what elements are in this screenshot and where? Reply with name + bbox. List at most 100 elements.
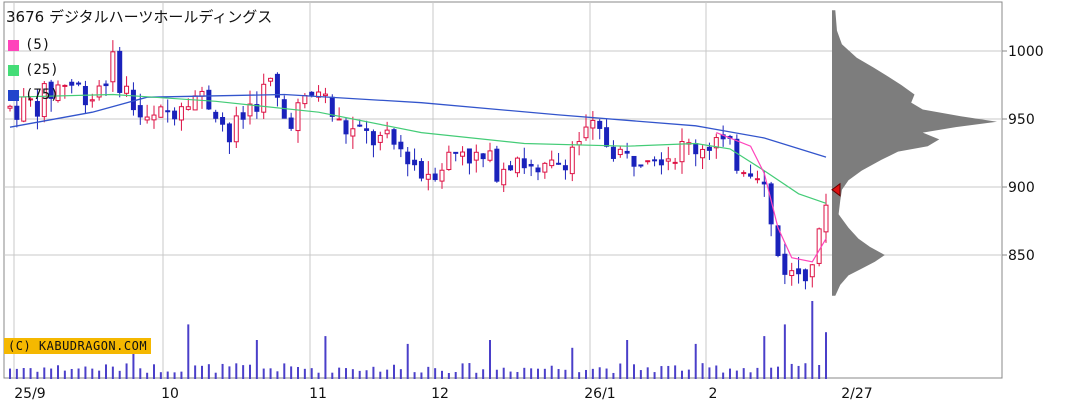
volume-bar (454, 372, 457, 379)
candle-body (754, 178, 760, 181)
x-tick-label: 25/9 (14, 386, 45, 402)
volume-bar (235, 363, 238, 379)
volume-bar (523, 367, 526, 379)
volume-bar (763, 336, 766, 379)
volume-bar (475, 372, 478, 379)
volume-bar (57, 365, 59, 379)
volume-bar (84, 366, 87, 379)
candle-body (487, 150, 493, 161)
volume-bar (447, 372, 450, 379)
x-tick-label: 2/27 (841, 386, 872, 402)
candle-body (610, 146, 616, 159)
candle-body (700, 148, 706, 159)
candle-body (508, 165, 514, 171)
volume-bar (187, 324, 190, 379)
candle-body (432, 173, 438, 181)
candle-body (76, 82, 82, 85)
volume-bar (626, 340, 629, 379)
candle-body (748, 173, 754, 177)
volume-bar (139, 368, 142, 379)
candle-body (652, 159, 658, 162)
volume-bar (358, 370, 361, 379)
candle-body (247, 103, 253, 117)
candle-body (494, 148, 500, 182)
volume-bar (36, 371, 39, 379)
volume-bar (735, 370, 738, 379)
volume-bar (790, 363, 793, 379)
volume-bar (489, 340, 491, 379)
volume-bar (537, 368, 539, 379)
candle-body (151, 114, 157, 121)
volume-bar (461, 363, 464, 379)
candle-body (693, 143, 699, 155)
volume-bar (687, 369, 690, 379)
volume-bar (393, 364, 395, 379)
volume-bar (530, 368, 533, 379)
candle-body (370, 131, 376, 146)
candle-body (350, 128, 356, 137)
candle-body (357, 124, 363, 127)
candle-body (55, 84, 61, 102)
volume-bar (420, 372, 423, 379)
volume-bar (578, 372, 581, 379)
volume-bar (22, 368, 25, 379)
ma75-line (9, 93, 827, 158)
volume-bar (269, 368, 272, 379)
volume-bar (708, 367, 711, 379)
candle-body (103, 83, 109, 87)
volume-bar (509, 371, 512, 379)
volume-bar (427, 366, 430, 379)
candle-body (377, 134, 383, 143)
credit-badge: (C) KABUDRAGON.COM (4, 338, 152, 354)
volume-bar (598, 367, 601, 379)
volume-bar (29, 368, 32, 379)
legend-ma5-swatch (8, 39, 19, 51)
candle-body (453, 151, 459, 154)
volume-bar (153, 364, 155, 379)
volume-bar (495, 369, 498, 379)
volume-bar (98, 370, 101, 379)
volume-bar (317, 372, 320, 379)
candle-body (384, 129, 390, 135)
candle-body (802, 269, 808, 282)
candle-body (556, 162, 562, 165)
volume-bar (194, 365, 197, 379)
candle-body (89, 99, 95, 102)
candle-body (288, 117, 294, 129)
volume-bar (43, 367, 46, 379)
candle-body (761, 181, 767, 185)
candle-body (206, 89, 212, 110)
volume-bar (612, 372, 615, 379)
volume-bar (283, 363, 286, 379)
volume-bar (276, 371, 279, 379)
volume-bar (502, 367, 505, 379)
candle-body (446, 151, 452, 171)
candle-body (713, 137, 719, 149)
volume-bar (173, 372, 176, 379)
candle-body (96, 85, 102, 98)
candle-body (706, 146, 712, 151)
volume-bar (550, 365, 553, 379)
volume-bar (701, 363, 704, 379)
candle-body (192, 95, 198, 111)
volume-bar (543, 368, 546, 379)
volume-bar (159, 372, 162, 379)
candle-body (14, 105, 20, 120)
candle-body (69, 81, 75, 86)
volume-bar (742, 368, 745, 379)
volume-bar (633, 364, 635, 379)
candle-body (658, 159, 664, 166)
candle-body (213, 111, 219, 119)
candle-body (631, 155, 637, 167)
candle-body (185, 106, 191, 110)
volume-bar (105, 364, 107, 379)
y-tick-label: 950 (1008, 112, 1035, 128)
candle-body (254, 104, 260, 112)
legend-ma25: (25) (8, 62, 59, 78)
candle-body (172, 110, 178, 120)
candle-body (624, 150, 630, 154)
volume-bar (591, 368, 594, 379)
candle-body (268, 77, 274, 82)
volume-bar (811, 301, 814, 379)
